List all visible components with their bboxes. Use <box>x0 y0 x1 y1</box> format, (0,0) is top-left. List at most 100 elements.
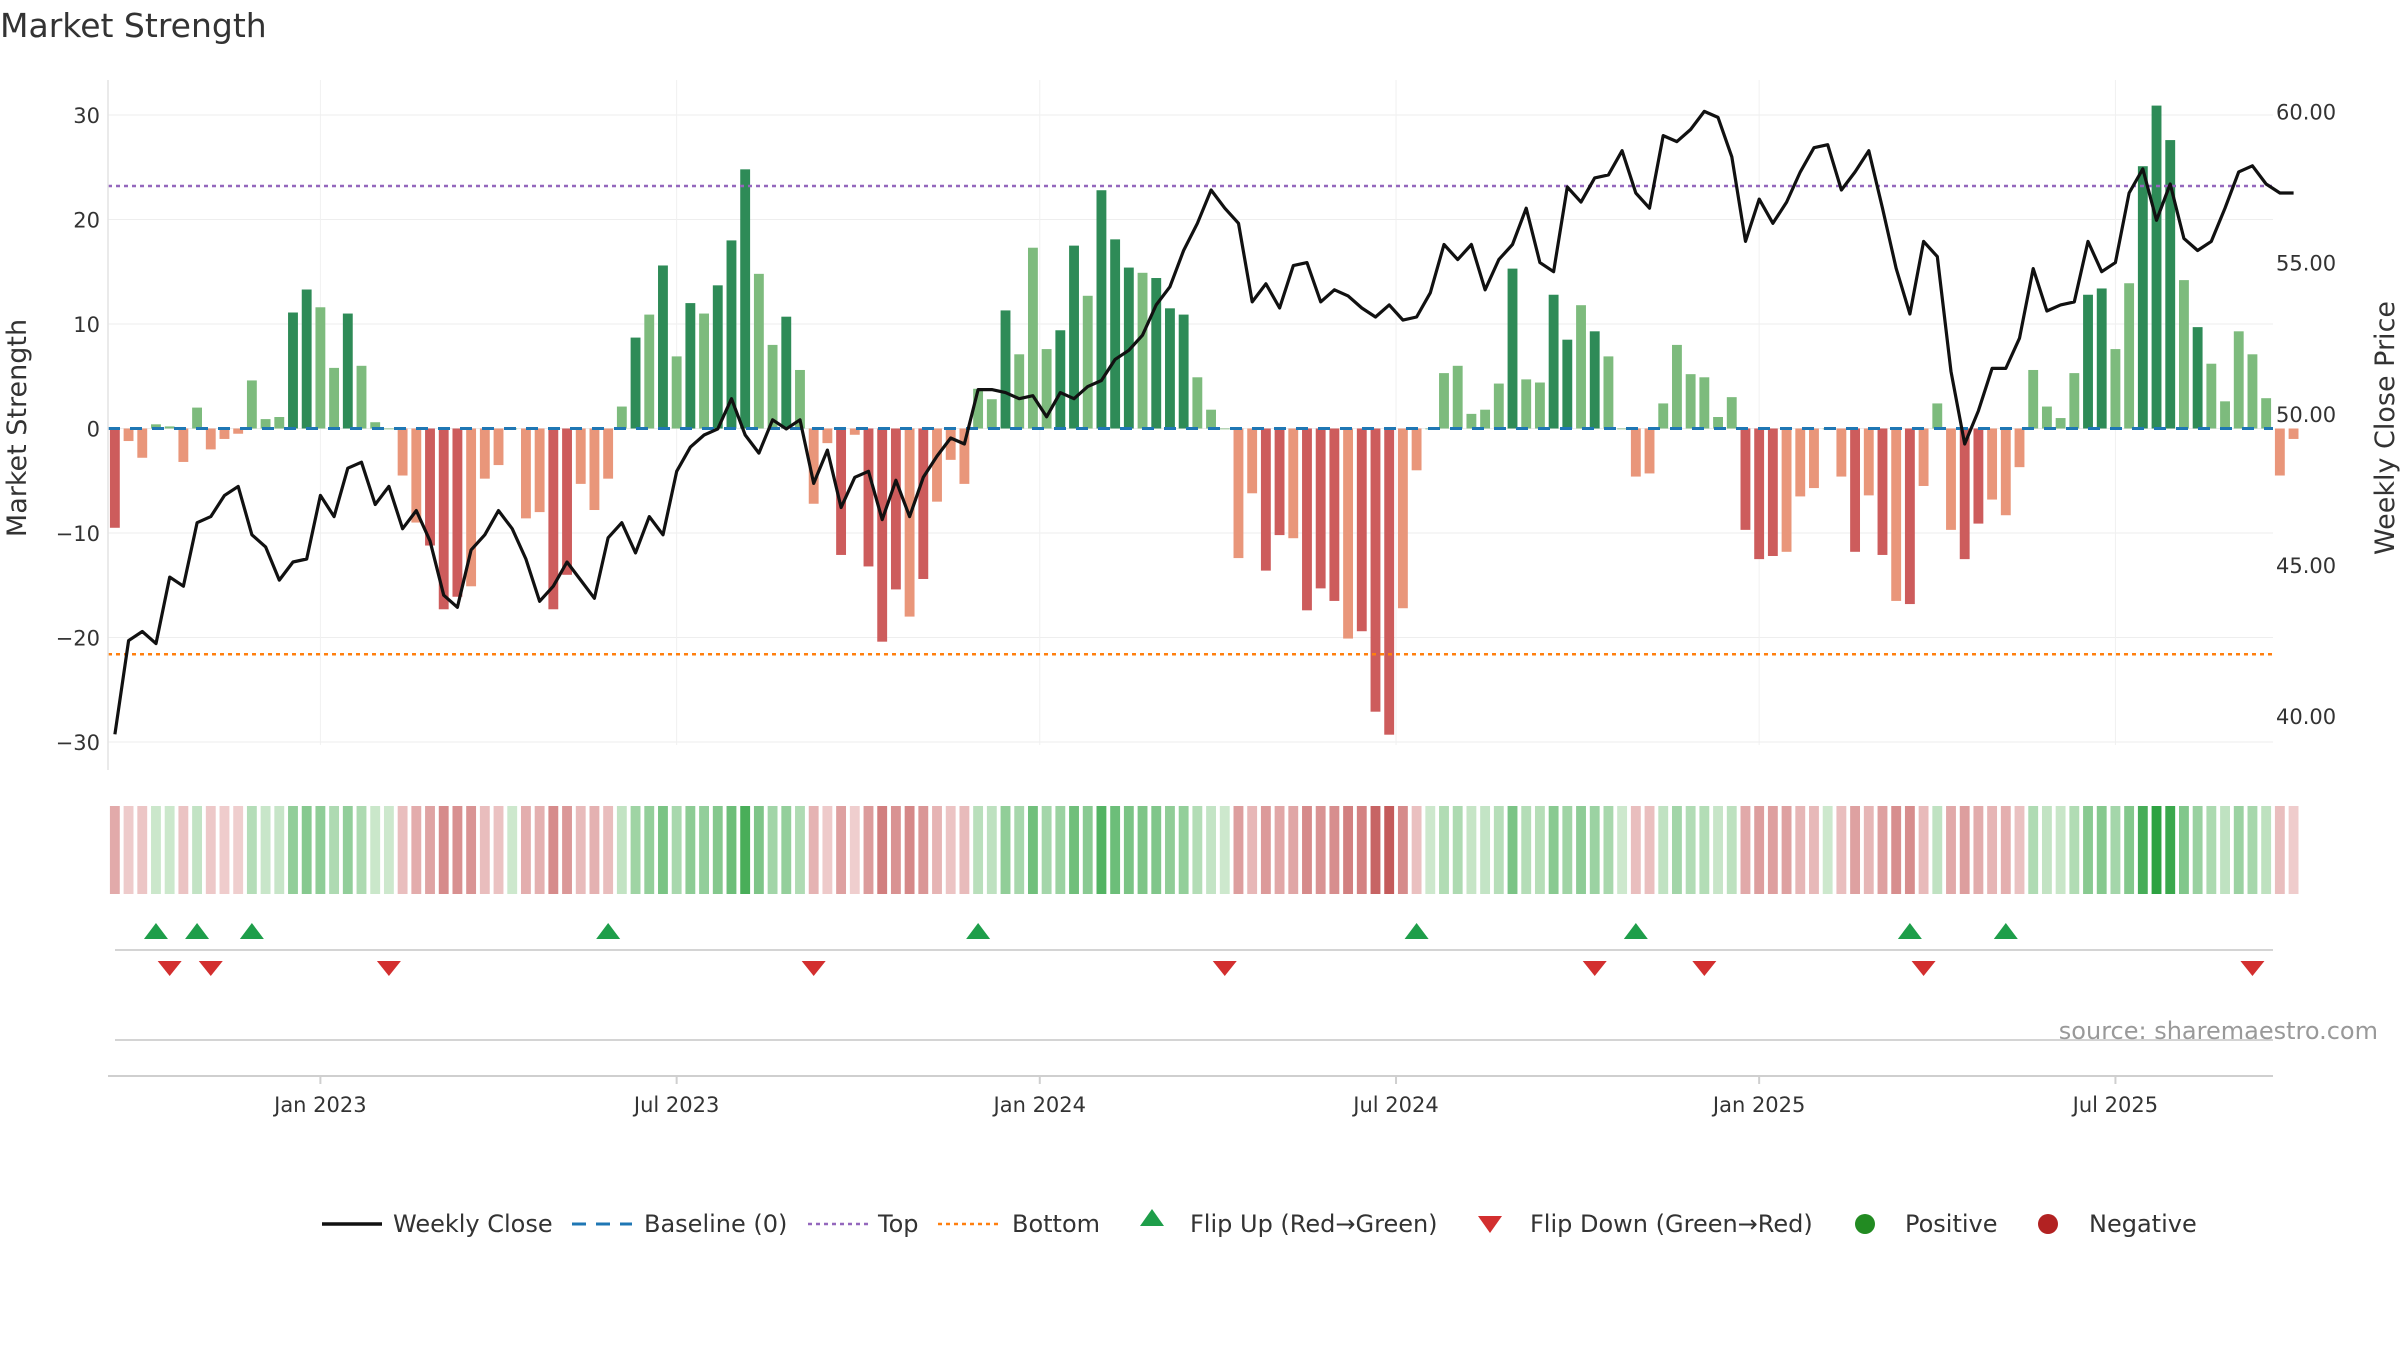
strength-bar <box>1754 428 1765 560</box>
heatmap-cell <box>425 806 435 894</box>
legend-close-label: Weekly Close <box>393 1210 553 1238</box>
heatmap-cell <box>1630 806 1641 894</box>
heatmap-cell <box>603 806 614 894</box>
heatmap-cell <box>1987 806 1998 894</box>
strength-bar <box>1302 428 1312 611</box>
flip-up-marker <box>239 923 264 939</box>
strength-bar <box>1699 377 1710 429</box>
heatmap-cell <box>164 806 175 894</box>
flip-up-marker <box>596 923 621 939</box>
heatmap-cell <box>301 806 312 894</box>
heatmap-cell <box>1165 806 1175 894</box>
legend-flip-down-label: Flip Down (Green→Red) <box>1530 1210 1813 1238</box>
heatmap-cell <box>863 806 874 894</box>
heatmap-cell <box>959 806 970 894</box>
heatmap-cell <box>2288 806 2299 894</box>
strength-bar <box>1000 310 1011 429</box>
heatmap-cell <box>1932 806 1943 894</box>
y-tick-label: 20 <box>73 209 100 233</box>
heatmap-cell <box>1014 806 1025 894</box>
grid-layer <box>108 80 2273 745</box>
heatmap-cell <box>342 806 353 894</box>
heatmap-cell <box>1151 806 1162 894</box>
strength-bar <box>2179 280 2189 429</box>
heatmap-cell <box>178 806 189 894</box>
heatmap-cell <box>890 806 901 894</box>
heatmap-cell <box>1384 806 1395 894</box>
heatmap-cell <box>1452 806 1463 894</box>
heatmap-cell <box>1356 806 1367 894</box>
strength-bar <box>1507 268 1518 429</box>
strength-bar <box>1466 413 1477 429</box>
heatmap-cell <box>685 806 696 894</box>
heatmap-cell <box>507 806 518 894</box>
strength-bar <box>2028 369 2039 429</box>
heatmap-cell <box>356 806 367 894</box>
strength-bar <box>164 426 175 429</box>
strength-bar <box>1836 428 1847 477</box>
heatmap-cell <box>1480 806 1491 894</box>
heatmap-cell <box>1260 806 1271 894</box>
heatmap-cell <box>534 806 545 894</box>
strength-bar <box>986 399 997 429</box>
heatmap-cell <box>904 806 915 894</box>
heatmap-cell <box>315 806 326 894</box>
strength-bar <box>1644 428 1655 474</box>
heatmap-cell <box>1740 806 1751 894</box>
heatmap-cell <box>1918 806 1929 894</box>
strength-bar <box>233 428 244 434</box>
heatmap-cell <box>1096 806 1107 894</box>
heatmap-cell <box>1863 806 1874 894</box>
strength-bar <box>1206 409 1216 429</box>
heatmap-cell <box>2055 806 2066 894</box>
heatmap-cell <box>123 806 134 894</box>
y-tick-label: −20 <box>56 627 100 651</box>
heatmap-cell <box>479 806 490 894</box>
strength-bar <box>1685 374 1696 429</box>
heatmap-cell <box>466 806 477 894</box>
strength-bar <box>1260 428 1271 571</box>
heatmap-cell <box>973 806 984 894</box>
strength-bar <box>2261 398 2272 429</box>
heatmap-cell <box>1534 806 1545 894</box>
strength-bar <box>1192 377 1203 429</box>
strength-bar <box>1439 373 1449 429</box>
strength-bar <box>1959 428 1970 560</box>
heatmap-cell <box>383 806 394 894</box>
strength-bar <box>959 428 970 484</box>
strength-bar <box>1014 354 1025 429</box>
strength-bar <box>397 428 408 476</box>
heatmap-cell <box>411 806 422 894</box>
heatmap-cell <box>1877 806 1888 894</box>
heatmap-cell <box>2192 806 2203 894</box>
strength-bar <box>2000 428 2011 516</box>
legend-negative-icon <box>2038 1214 2058 1234</box>
strength-bar <box>452 428 463 597</box>
heatmap-cell <box>1685 806 1696 894</box>
strength-bar <box>849 428 860 435</box>
strength-bar <box>589 428 600 511</box>
strength-bar <box>1521 379 1532 429</box>
source-label: source: sharemaestro.com <box>2059 1017 2378 1045</box>
strength-bar <box>534 428 545 513</box>
strength-bar <box>1548 294 1559 429</box>
flip-down-marker <box>801 961 826 976</box>
strength-bar <box>2206 363 2217 429</box>
heatmap-cell <box>2041 806 2052 894</box>
heatmap-cell <box>1713 806 1723 894</box>
strength-bar <box>836 428 847 555</box>
strength-bar <box>877 428 888 642</box>
strength-bar <box>1672 344 1682 429</box>
strength-bar <box>329 367 340 429</box>
heatmap-cell <box>767 806 778 894</box>
heatmap-cell <box>370 806 381 894</box>
strength-bar <box>315 307 326 429</box>
heatmap-cell <box>1329 806 1340 894</box>
strength-bar <box>712 285 723 429</box>
strength-bar <box>918 428 929 579</box>
strength-bar <box>616 406 627 429</box>
legend-top-label: Top <box>877 1210 919 1238</box>
strength-bar <box>1891 428 1902 601</box>
strength-bar <box>2220 401 2230 429</box>
